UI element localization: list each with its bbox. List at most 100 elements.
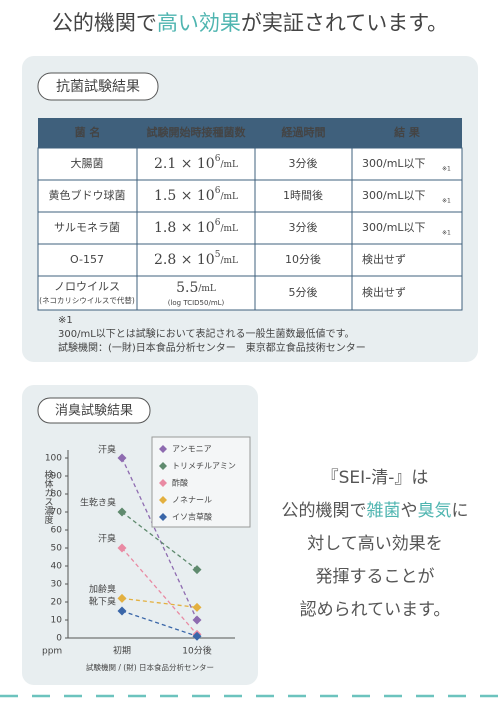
series-line bbox=[121, 511, 198, 571]
legend-marker bbox=[159, 496, 167, 504]
cell-count: 1.8 × 106/mL bbox=[154, 218, 238, 237]
cell-result: 検出せず bbox=[362, 285, 406, 299]
y-tick-label: 10 bbox=[51, 616, 63, 626]
legend-marker bbox=[159, 462, 167, 470]
legend-marker bbox=[159, 479, 167, 487]
point-label: 汗臭 bbox=[98, 533, 116, 545]
message-line: 公的機関で雑菌や臭気に bbox=[282, 501, 469, 521]
table-row bbox=[37, 147, 463, 181]
count-base: 2.1 × 10 bbox=[154, 156, 215, 172]
section-label: 抗菌試験結果 bbox=[56, 79, 140, 95]
table-header bbox=[38, 118, 462, 148]
y-unit: ppm bbox=[42, 647, 62, 657]
message-line: 対して高い効果を bbox=[307, 534, 443, 554]
title-part: 公的機関で bbox=[52, 11, 157, 35]
y-tick-label: 100 bbox=[45, 454, 62, 464]
cell-note: ※1 bbox=[442, 166, 451, 173]
table-row bbox=[37, 211, 463, 245]
message-part: に bbox=[452, 501, 469, 521]
count-exp: 5 bbox=[215, 250, 221, 260]
count-unit: /mL bbox=[220, 256, 238, 266]
footnote: ※1 bbox=[58, 315, 73, 326]
count-unit: /mL bbox=[220, 160, 238, 170]
y-tick-label: 50 bbox=[51, 544, 63, 554]
y-tick-label: 60 bbox=[51, 526, 63, 536]
page-title: 公的機関で高い効果が実証されています。 bbox=[52, 11, 448, 35]
count-base: 5.5 bbox=[176, 280, 198, 296]
series-line bbox=[121, 610, 198, 637]
y-tick-label: 70 bbox=[51, 508, 63, 518]
cell-name: ノロウイルス bbox=[54, 280, 120, 293]
count-exp: 6 bbox=[215, 186, 221, 196]
series-line bbox=[121, 457, 198, 621]
cell-result: 300/mL以下 bbox=[362, 157, 426, 170]
x-tick-label: 初期 bbox=[113, 645, 131, 657]
message-part: 『SEI-清-』は bbox=[322, 468, 429, 488]
cell-count: 2.1 × 106/mL bbox=[154, 154, 238, 173]
count-exp: 6 bbox=[215, 154, 221, 164]
cell-count: 2.8 × 105/mL bbox=[154, 250, 238, 269]
label-box bbox=[37, 397, 151, 424]
footnote: 300/mL以下とは試験において表記される一般生菌数最低値です。 bbox=[58, 327, 354, 340]
y-tick-label: 90 bbox=[51, 472, 63, 482]
count-unit: /mL bbox=[220, 192, 238, 202]
data-point bbox=[117, 453, 127, 463]
title-part: が実証されています。 bbox=[241, 11, 448, 35]
legend-label: トリメチルアミン bbox=[172, 462, 236, 471]
message-part: 公的機関で bbox=[282, 501, 367, 521]
data-point bbox=[192, 602, 202, 612]
message-part: 臭気 bbox=[418, 501, 452, 521]
count-unit: /mL bbox=[198, 284, 216, 294]
cell-count: 5.5/mL bbox=[176, 280, 216, 296]
series-line bbox=[121, 547, 198, 635]
cell-name: O-157 bbox=[70, 253, 104, 266]
column-header: 経過時間 bbox=[282, 125, 326, 139]
y-tick-label: 40 bbox=[51, 562, 63, 572]
cell-name: 大腸菌 bbox=[71, 156, 104, 170]
cell-name: サルモネラ菌 bbox=[54, 221, 120, 234]
y-tick-label: 80 bbox=[51, 490, 63, 500]
legend-marker bbox=[159, 445, 167, 453]
y-tick-label: 0 bbox=[56, 634, 62, 644]
message-part: 発揮することが bbox=[316, 567, 435, 587]
cell-count: 1.5 × 106/mL bbox=[154, 186, 238, 205]
point-label: 靴下臭 bbox=[89, 596, 116, 608]
legend-marker bbox=[159, 513, 167, 521]
count-exp: 6 bbox=[215, 218, 221, 228]
data-point bbox=[192, 615, 202, 625]
cell-time: 1時間後 bbox=[283, 188, 323, 202]
legend-label: ノネナール bbox=[172, 496, 212, 505]
cell-time: 3分後 bbox=[289, 156, 318, 170]
column-header: 菌 名 bbox=[75, 125, 101, 139]
count-unit: /mL bbox=[220, 224, 238, 234]
legend-label: アンモニア bbox=[172, 445, 212, 454]
cell-result: 300/mL以下 bbox=[362, 189, 426, 202]
message-part: や bbox=[401, 501, 418, 521]
cell-time: 3分後 bbox=[289, 220, 318, 234]
message-line: 認められています。 bbox=[300, 600, 451, 620]
footnote: 試験機関：(一財)日本食品分析センター 東京都立食品技術センター bbox=[58, 341, 366, 354]
legend-label: 酢酸 bbox=[172, 478, 188, 488]
data-point bbox=[192, 631, 202, 641]
column-header: 結 果 bbox=[394, 125, 420, 139]
point-label: 生乾き臭 bbox=[80, 497, 116, 509]
count-base: 1.8 × 10 bbox=[154, 220, 215, 236]
cell-time: 10分後 bbox=[285, 252, 321, 266]
message-part: 雑菌 bbox=[367, 501, 401, 521]
section-label: 消臭試験結果 bbox=[55, 403, 133, 419]
cell-name-sub: (ネコカリシウイルスで代替) bbox=[39, 295, 135, 305]
count-base: 1.5 × 10 bbox=[154, 188, 215, 204]
message-line: 発揮することが bbox=[316, 567, 435, 587]
y-axis-label: 検体ガス濃度 bbox=[43, 469, 54, 525]
data-point bbox=[117, 543, 127, 553]
table-row bbox=[37, 275, 463, 311]
label-box bbox=[37, 72, 159, 101]
data-point bbox=[117, 606, 127, 616]
cell-time: 5分後 bbox=[289, 285, 318, 299]
data-point bbox=[117, 593, 127, 603]
cell-note: ※1 bbox=[442, 198, 451, 205]
data-point bbox=[117, 507, 127, 517]
y-tick-label: 30 bbox=[51, 580, 63, 590]
